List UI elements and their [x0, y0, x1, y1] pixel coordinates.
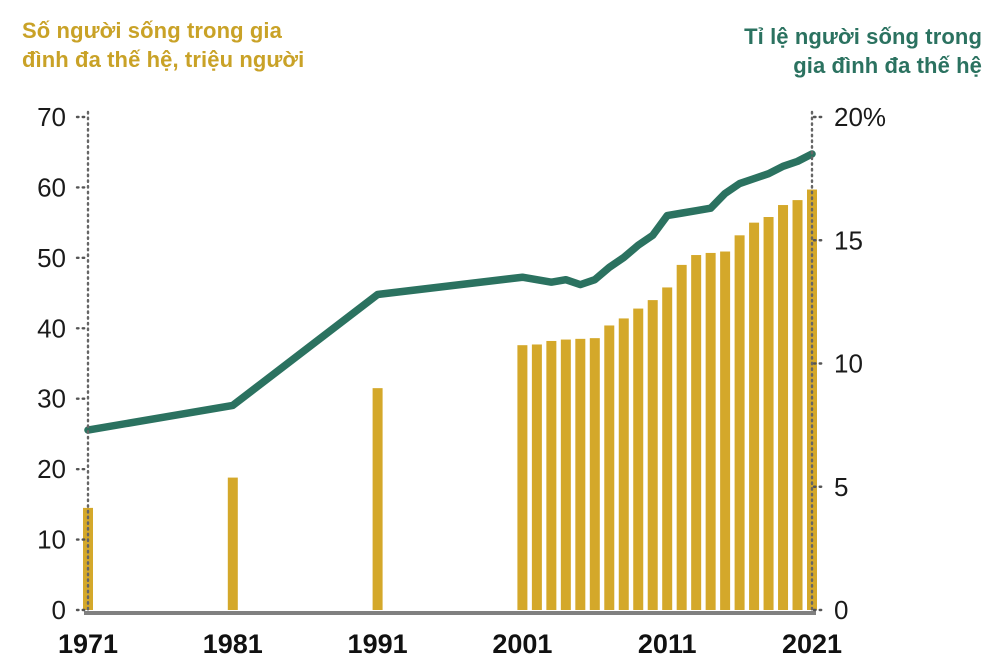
y2-tick-label-5: 5 [834, 472, 848, 502]
y-tick-label-10: 10 [37, 525, 66, 555]
right-axis-title: Tỉ lệ người sống trong gia đình đa thế h… [744, 24, 982, 79]
y-tick-label-20: 20 [37, 454, 66, 484]
y-tick-label-0: 0 [52, 595, 66, 625]
x-tick-label-1991: 1991 [348, 629, 408, 659]
y-tick-label-50: 50 [37, 243, 66, 273]
y-tick-label-60: 60 [37, 172, 66, 202]
bar-2013 [691, 255, 702, 611]
bar-2002 [531, 344, 542, 610]
y-tick-label-30: 30 [37, 384, 66, 414]
y2-tick-label-20: 20% [834, 102, 886, 132]
y2-tick-label-15: 15 [834, 225, 863, 255]
y-tick-label-40: 40 [37, 313, 66, 343]
x-tick-label-2001: 2001 [492, 629, 552, 659]
bar-2017 [749, 222, 760, 610]
y-tick-label-70: 70 [37, 102, 66, 132]
x-tick-label-2021: 2021 [782, 629, 842, 659]
bar-2006 [589, 338, 600, 610]
bar-2014 [705, 252, 716, 610]
bar-series-group [83, 189, 817, 611]
bar-2015 [720, 251, 731, 610]
bar-2009 [633, 308, 644, 610]
axis-labels-group: 0 10 20 30 40 50 60 70 0 5 10 15 20% 1971 1981 1991 2001… [37, 102, 886, 659]
bar-2003 [546, 340, 557, 610]
bar-2001 [517, 345, 528, 610]
bar-2016 [734, 235, 745, 610]
x-tick-label-1981: 1981 [203, 629, 263, 659]
axes-group [84, 110, 816, 615]
bar-2021 [807, 189, 817, 611]
bar-2008 [618, 318, 629, 610]
bar-2012 [676, 264, 687, 610]
x-tick-label-2011: 2011 [638, 629, 697, 659]
bar-1991 [372, 388, 383, 610]
left-axis-title: Số người sống trong gia đình đa thế hệ, … [22, 18, 305, 73]
bar-2018 [763, 217, 774, 610]
y2-tick-label-0: 0 [834, 595, 848, 625]
bar-1981 [227, 477, 238, 610]
line-series-group [84, 150, 816, 434]
bar-2011 [662, 287, 673, 610]
percentage-line [84, 150, 816, 434]
bar-2019 [778, 205, 789, 611]
y2-tick-label-10: 10 [834, 349, 863, 379]
bar-2007 [604, 325, 615, 610]
bar-2005 [575, 338, 586, 610]
bar-2010 [647, 300, 658, 610]
bar-2004 [560, 339, 571, 610]
x-tick-label-1971: 1971 [58, 629, 118, 659]
bar-2020 [792, 200, 803, 611]
